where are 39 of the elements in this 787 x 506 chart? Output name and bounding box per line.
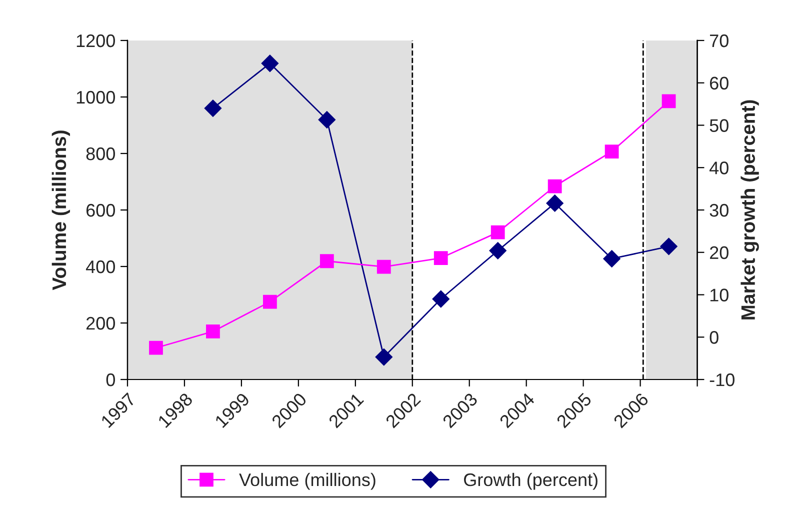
y2-tick-label: 0 <box>710 331 718 344</box>
y-tick-label: 0 <box>106 373 115 386</box>
point <box>320 254 334 268</box>
point <box>204 100 222 117</box>
point <box>490 225 505 240</box>
point <box>432 290 450 308</box>
y2-tick-label: 60 <box>710 76 728 90</box>
point <box>662 94 676 108</box>
point <box>261 54 278 72</box>
y-tick-label: 200 <box>86 316 115 330</box>
y2-tick-label: 10 <box>710 288 728 302</box>
point <box>376 260 391 274</box>
point <box>262 294 277 309</box>
y2-tick-label: 30 <box>710 204 728 217</box>
y2-axis-title: Market growth (percent) <box>740 100 759 320</box>
y-tick-label: 600 <box>86 204 115 217</box>
y-tick-label: 800 <box>86 147 115 160</box>
point <box>375 348 392 366</box>
y-axis-title: Volume (millions) <box>52 130 70 290</box>
point <box>660 238 678 255</box>
point <box>434 251 448 265</box>
y-tick-label: 1000 <box>76 90 115 104</box>
point <box>318 111 336 128</box>
y-tick-label: 1200 <box>76 34 115 48</box>
point <box>604 144 619 158</box>
point <box>546 194 564 212</box>
point <box>149 340 163 355</box>
y2-tick-label: -10 <box>710 373 734 386</box>
y2-tick-label: 70 <box>710 34 728 48</box>
point <box>206 324 220 338</box>
point <box>548 179 562 194</box>
legend-label: Growth (percent) <box>464 472 598 490</box>
point <box>489 242 506 260</box>
point <box>603 250 620 268</box>
legend-label: Volume (millions) <box>239 472 376 490</box>
y-tick-label: 400 <box>86 260 115 274</box>
y2-tick-label: 50 <box>710 119 728 132</box>
y2-tick-label: 40 <box>710 162 728 174</box>
y2-tick-label: 20 <box>710 246 728 260</box>
